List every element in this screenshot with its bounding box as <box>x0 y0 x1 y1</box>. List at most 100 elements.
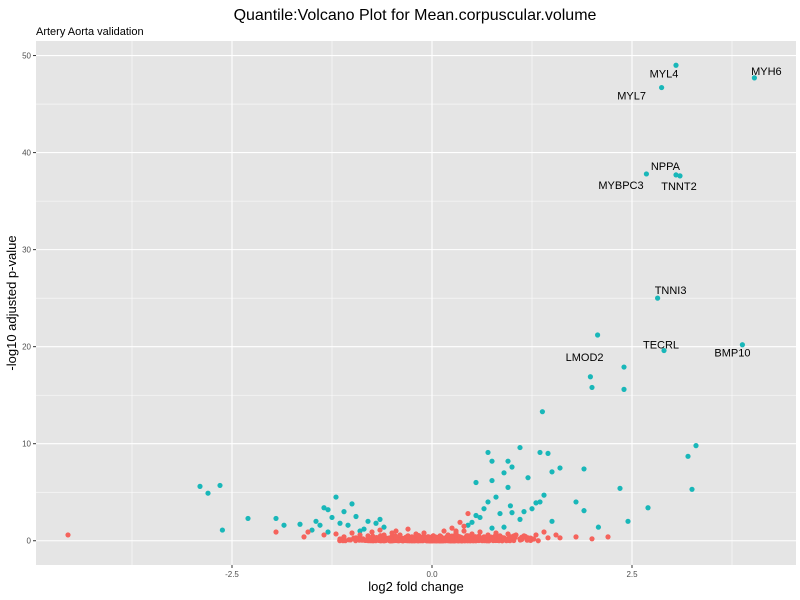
point-not-significant <box>441 528 447 534</box>
point-significant <box>381 524 387 530</box>
point-significant <box>345 522 351 528</box>
point-not-significant <box>405 533 411 539</box>
point-not-significant <box>497 533 503 539</box>
point-not-significant <box>65 532 71 538</box>
point-significant <box>751 75 758 81</box>
y-tick-label: 0 <box>27 537 32 546</box>
point-not-significant <box>521 533 527 539</box>
point-not-significant <box>413 531 419 537</box>
point-significant <box>549 518 555 524</box>
point-significant <box>507 503 513 509</box>
point-significant <box>357 528 363 534</box>
y-tick-label: 20 <box>22 343 31 352</box>
x-tick-label: -2.5 <box>225 570 239 579</box>
point-not-significant <box>377 527 383 533</box>
point-significant <box>365 518 371 524</box>
point-not-significant <box>461 523 467 529</box>
y-tick-label: 50 <box>22 52 31 61</box>
point-significant <box>673 62 679 68</box>
point-significant <box>539 409 546 415</box>
point-significant <box>557 465 563 471</box>
point-not-significant <box>489 536 495 542</box>
point-significant <box>587 374 594 380</box>
point-significant <box>643 171 650 177</box>
point-not-significant <box>353 535 359 541</box>
point-significant <box>313 518 319 524</box>
point-significant <box>489 477 495 484</box>
gene-labels: MYH6 MYL4 MYL7 NPPA MYBPC3 TNNT2 TNNI3 LMOD2 TEC… <box>566 66 782 364</box>
point-not-significant <box>321 532 327 538</box>
point-significant <box>529 506 535 512</box>
point-not-significant <box>337 536 343 542</box>
point-not-significant <box>393 528 399 534</box>
data-points <box>65 62 758 544</box>
point-not-significant <box>449 535 455 541</box>
point-significant <box>521 509 527 515</box>
point-not-significant <box>425 536 431 542</box>
x-tick-label: 2.5 <box>626 570 638 579</box>
point-significant <box>645 505 651 511</box>
point-significant <box>509 464 515 470</box>
point-not-significant <box>557 535 563 541</box>
point-significant <box>469 519 475 525</box>
gene-label-mybpc3: MYBPC3 <box>598 180 643 192</box>
point-not-significant <box>381 532 387 538</box>
point-not-significant <box>389 530 395 536</box>
point-not-significant <box>469 531 475 537</box>
point-significant <box>621 364 627 370</box>
point-not-significant <box>301 534 307 540</box>
gene-label-lmod2: LMOD2 <box>566 352 604 364</box>
point-significant <box>501 470 507 476</box>
point-not-significant <box>465 510 471 517</box>
point-not-significant <box>445 532 451 538</box>
point-significant <box>493 494 499 500</box>
point-not-significant <box>517 536 523 542</box>
point-significant <box>595 524 602 530</box>
point-not-significant <box>365 533 371 539</box>
point-significant <box>297 521 303 527</box>
point-not-significant <box>433 535 439 541</box>
point-significant <box>349 501 355 507</box>
gene-label-tnnt2: TNNT2 <box>661 181 696 193</box>
y-tick-label: 10 <box>22 440 31 449</box>
point-not-significant <box>378 537 384 543</box>
point-not-significant <box>541 529 547 535</box>
point-not-significant <box>365 538 371 544</box>
x-tick-label: 0.0 <box>426 570 438 579</box>
point-not-significant <box>545 535 551 541</box>
point-not-significant <box>369 529 375 535</box>
point-not-significant <box>405 526 411 532</box>
point-not-significant <box>457 519 463 525</box>
gene-label-myh6: MYH6 <box>751 66 782 78</box>
point-not-significant <box>533 532 539 538</box>
point-not-significant <box>535 538 541 544</box>
point-not-significant <box>453 528 459 534</box>
point-significant <box>473 512 479 519</box>
point-not-significant <box>461 528 467 534</box>
x-axis-title: log2 fold change <box>368 579 463 594</box>
point-significant <box>317 522 323 528</box>
point-significant <box>477 514 483 521</box>
point-not-significant <box>453 537 460 543</box>
point-significant <box>659 84 665 91</box>
point-not-significant <box>509 534 515 540</box>
point-significant <box>333 494 339 500</box>
point-significant <box>581 466 587 472</box>
point-significant <box>373 520 379 526</box>
point-not-significant <box>393 534 399 540</box>
point-significant <box>673 172 679 178</box>
point-significant <box>281 522 287 528</box>
point-significant <box>473 479 479 486</box>
point-significant <box>581 508 587 514</box>
point-significant <box>517 516 523 522</box>
point-significant <box>489 525 495 531</box>
point-significant <box>219 527 225 533</box>
point-not-significant <box>373 535 379 541</box>
point-significant <box>533 500 539 506</box>
point-not-significant <box>464 537 471 543</box>
point-significant <box>549 469 555 475</box>
point-not-significant <box>305 529 311 535</box>
point-significant <box>739 342 746 348</box>
gene-label-myl7: MYL7 <box>617 91 646 103</box>
point-significant <box>677 173 683 179</box>
